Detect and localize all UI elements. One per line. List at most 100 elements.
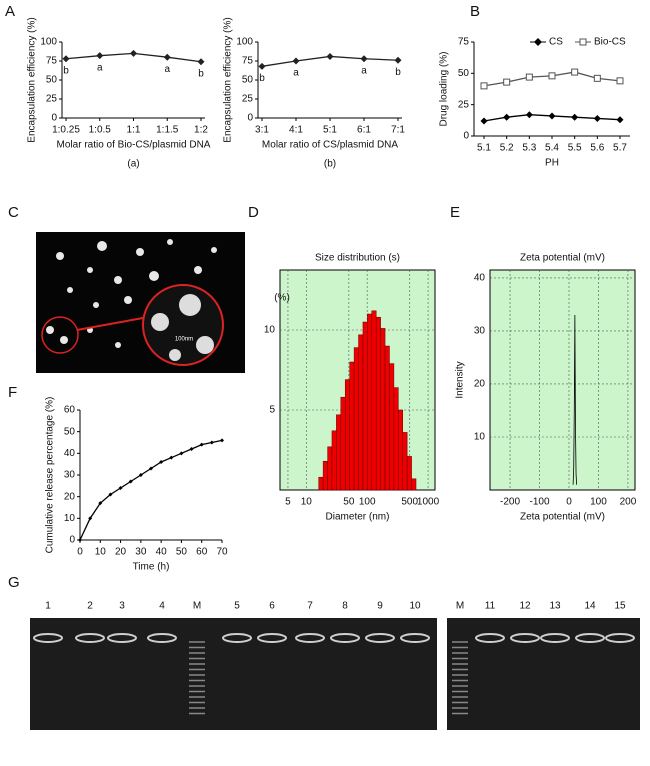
y-tick-label: 75 xyxy=(242,56,254,67)
plot-area xyxy=(489,269,636,491)
y-tick-label: 20 xyxy=(474,379,486,390)
band xyxy=(510,633,540,643)
bar xyxy=(398,409,403,491)
lane-label: 14 xyxy=(584,601,596,612)
point xyxy=(326,52,334,60)
x-tick-label: 1:1 xyxy=(127,125,141,136)
x-tick-label: -200 xyxy=(500,497,520,508)
caption: (b) xyxy=(324,159,336,170)
particle xyxy=(179,294,201,316)
lane-label: M xyxy=(456,601,464,612)
point-label: b xyxy=(63,65,69,76)
y-tick-label: 50 xyxy=(46,75,58,86)
gel xyxy=(30,618,437,730)
point xyxy=(548,72,556,80)
band xyxy=(605,633,635,643)
y-tick-label: 40 xyxy=(474,273,486,284)
y-tick-label: 25 xyxy=(242,94,254,105)
x-axis-label: Zeta potential (mV) xyxy=(520,512,605,523)
x-tick-label: 500 xyxy=(401,497,418,508)
bar xyxy=(344,379,350,491)
bar xyxy=(358,334,364,491)
x-tick-label: 1:0.25 xyxy=(52,125,80,136)
particle xyxy=(169,349,181,361)
y-tick-label: 75 xyxy=(46,56,58,67)
lane-label: 8 xyxy=(342,601,348,612)
point-label: a xyxy=(164,64,170,75)
bar xyxy=(389,363,395,491)
panel-label: C xyxy=(8,204,19,221)
band xyxy=(540,633,570,643)
zoom-arrow xyxy=(76,317,144,331)
x-axis-label: Molar ratio of Bio-CS/plasmid DNA xyxy=(57,140,211,151)
y-tick-label: 40 xyxy=(64,448,76,459)
lane-label: 9 xyxy=(377,601,383,612)
panel-label: A xyxy=(5,3,15,20)
bar xyxy=(318,476,324,491)
point xyxy=(571,113,579,121)
point xyxy=(209,440,214,445)
point xyxy=(62,55,70,63)
bar xyxy=(331,430,337,491)
chart-title: Size distribution (s) xyxy=(315,253,400,264)
point xyxy=(169,455,174,460)
x-tick-label: 100 xyxy=(359,497,376,508)
bar xyxy=(367,313,373,491)
bar xyxy=(380,328,386,491)
y-tick-label: 100 xyxy=(236,37,253,48)
y-tick-label: 60 xyxy=(64,405,76,416)
x-tick-label: 70 xyxy=(216,547,228,558)
y-tick-label: 25 xyxy=(46,94,58,105)
legend-marker xyxy=(534,38,542,46)
bar xyxy=(327,446,333,491)
y-tick-label: 0 xyxy=(51,113,57,124)
data-line xyxy=(572,315,578,485)
y-axis-label: Drug loading (%) xyxy=(439,51,450,126)
lane-label: 13 xyxy=(549,601,561,612)
y-tick-label: 10 xyxy=(264,325,276,336)
x-axis-label: Diameter (nm) xyxy=(326,512,390,523)
point xyxy=(163,53,171,61)
point-label: b xyxy=(395,67,401,78)
x-tick-label: 6:1 xyxy=(357,125,371,136)
x-tick-label: 60 xyxy=(196,547,208,558)
lane-label: 3 xyxy=(119,601,125,612)
y-tick-label: 30 xyxy=(474,326,486,337)
bar xyxy=(349,361,355,491)
point xyxy=(360,55,368,63)
particle xyxy=(196,336,214,354)
lane-label: 4 xyxy=(159,601,165,612)
y-tick-label: 0 xyxy=(463,131,469,142)
lane-label: 1 xyxy=(45,601,51,612)
bar xyxy=(393,387,399,491)
point xyxy=(258,62,266,70)
x-tick-label: 5.4 xyxy=(545,143,559,154)
lane-label: M xyxy=(193,601,201,612)
point xyxy=(571,68,579,76)
x-tick-label: 100 xyxy=(590,497,607,508)
y-axis-label: Intensity xyxy=(455,361,466,398)
point xyxy=(616,116,624,124)
x-tick-label: 0 xyxy=(77,547,83,558)
band xyxy=(365,633,395,643)
x-tick-label: 50 xyxy=(176,547,188,558)
x-tick-label: 1:1.5 xyxy=(156,125,179,136)
point xyxy=(220,438,224,443)
y-tick-label: 30 xyxy=(64,470,76,481)
bar xyxy=(411,478,417,491)
x-axis-label: Time (h) xyxy=(133,562,170,573)
point xyxy=(480,117,488,125)
x-tick-label: 1:2 xyxy=(194,125,208,136)
point-label: b xyxy=(198,68,204,79)
zoom-circle xyxy=(41,316,79,354)
point xyxy=(480,82,488,90)
point xyxy=(149,466,153,471)
band xyxy=(222,633,252,643)
y-tick-label: 5 xyxy=(269,405,275,416)
y-tick-label: 75 xyxy=(458,37,470,48)
point xyxy=(525,111,533,119)
x-tick-label: 7:1 xyxy=(391,125,405,136)
band xyxy=(400,633,430,643)
x-tick-label: 10 xyxy=(95,547,107,558)
point xyxy=(197,58,205,66)
